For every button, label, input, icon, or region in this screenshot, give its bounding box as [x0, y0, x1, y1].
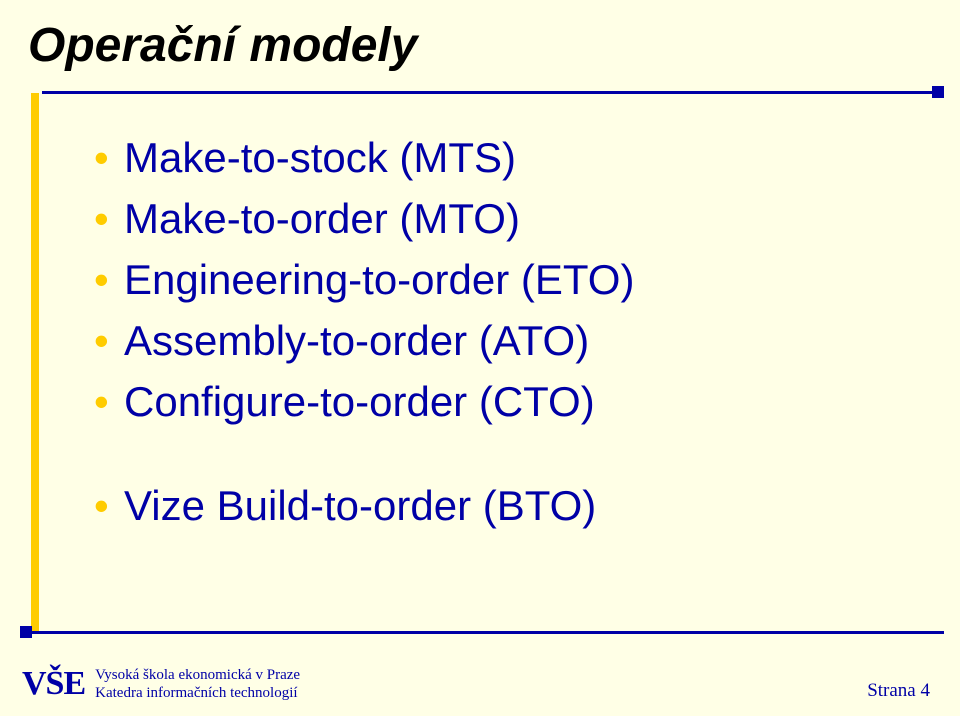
list-item: Make-to-order (MTO)	[90, 189, 910, 250]
list-spacer	[90, 432, 910, 476]
org-logo: VŠE Vysoká škola ekonomická v Praze Kate…	[22, 666, 300, 702]
logo-mark: VŠE	[22, 667, 85, 701]
list-item: Make-to-stock (MTS)	[90, 128, 910, 189]
list-item: Assembly-to-order (ATO)	[90, 311, 910, 372]
slide-body: Make-to-stock (MTS) Make-to-order (MTO) …	[90, 128, 910, 537]
title-underline	[42, 91, 942, 94]
org-text: Vysoká škola ekonomická v Praze Katedra …	[95, 666, 300, 702]
footer-rule	[22, 631, 944, 634]
slide-footer: VŠE Vysoká škola ekonomická v Praze Kate…	[0, 654, 960, 716]
org-line-2: Katedra informačních technologií	[95, 684, 300, 702]
bullet-list: Make-to-stock (MTS) Make-to-order (MTO) …	[90, 128, 910, 537]
left-accent-bar	[31, 93, 39, 631]
slide: Operační modely Make-to-stock (MTS) Make…	[0, 0, 960, 716]
list-item: Engineering-to-order (ETO)	[90, 250, 910, 311]
list-item: Vize Build-to-order (BTO)	[90, 476, 910, 537]
org-line-1: Vysoká škola ekonomická v Praze	[95, 666, 300, 684]
page-number: Strana 4	[867, 680, 930, 702]
list-item: Configure-to-order (CTO)	[90, 372, 910, 433]
slide-title: Operační modely	[28, 18, 417, 73]
